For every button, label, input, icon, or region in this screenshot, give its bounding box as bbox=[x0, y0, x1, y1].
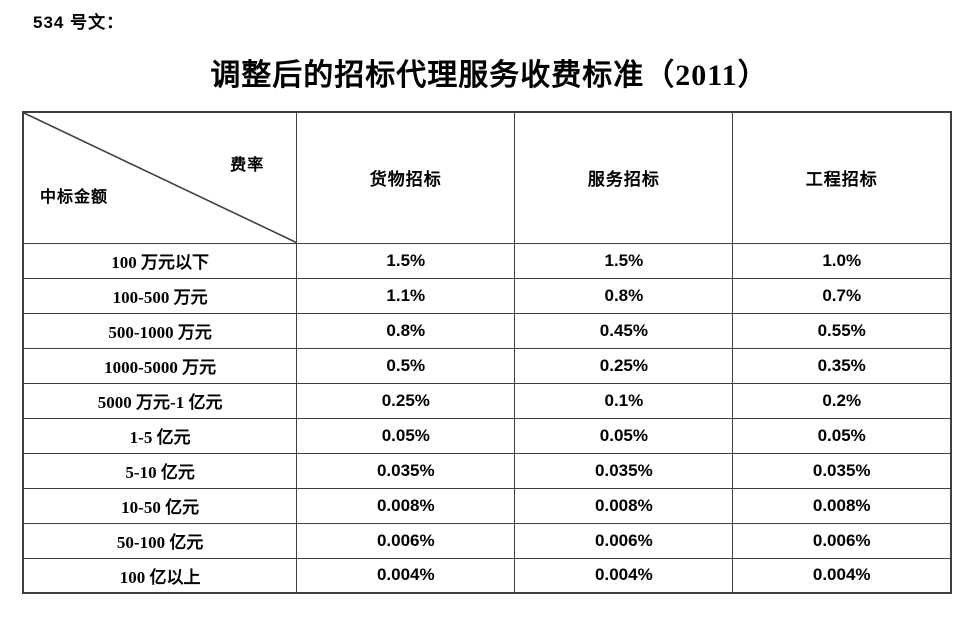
amount-cell: 500-1000 万元 bbox=[22, 312, 298, 349]
table-row: 100-500 万元 1.1% 0.8% 0.7% bbox=[22, 277, 952, 314]
rate-cell-engineering: 0.55% bbox=[732, 312, 952, 349]
rate-cell-engineering: 0.004% bbox=[732, 557, 952, 594]
rate-cell-engineering: 0.05% bbox=[732, 417, 952, 454]
column-header-service-bidding: 服务招标 bbox=[514, 111, 734, 244]
amount-cell: 5-10 亿元 bbox=[22, 452, 298, 489]
table-row: 5000 万元-1 亿元 0.25% 0.1% 0.2% bbox=[22, 382, 952, 419]
rate-cell-goods: 0.035% bbox=[296, 452, 516, 489]
rate-cell-service: 0.05% bbox=[514, 417, 734, 454]
rate-cell-engineering: 0.006% bbox=[732, 522, 952, 559]
amount-cell: 100-500 万元 bbox=[22, 277, 298, 314]
table-row: 500-1000 万元 0.8% 0.45% 0.55% bbox=[22, 312, 952, 349]
rate-cell-goods: 0.008% bbox=[296, 487, 516, 524]
rate-cell-engineering: 0.2% bbox=[732, 382, 952, 419]
amount-cell: 100 万元以下 bbox=[22, 242, 298, 279]
page-title: 调整后的招标代理服务收费标准（2011） bbox=[210, 59, 769, 92]
amount-cell: 10-50 亿元 bbox=[22, 487, 298, 524]
rate-cell-goods: 0.25% bbox=[296, 382, 516, 419]
doc-number: 534 号文： bbox=[33, 13, 125, 32]
rate-cell-goods: 0.006% bbox=[296, 522, 516, 559]
amount-cell: 1-5 亿元 bbox=[22, 417, 298, 454]
rate-cell-goods: 0.05% bbox=[296, 417, 516, 454]
rate-cell-service: 0.006% bbox=[514, 522, 734, 559]
rate-cell-goods: 1.5% bbox=[296, 242, 516, 279]
rate-cell-service: 0.008% bbox=[514, 487, 734, 524]
rate-cell-goods: 0.004% bbox=[296, 557, 516, 594]
corner-label-amount: 中标金额 bbox=[40, 189, 109, 206]
rate-cell-goods: 1.1% bbox=[296, 277, 516, 314]
column-header-engineering-bidding: 工程招标 bbox=[732, 111, 952, 244]
rate-cell-goods: 0.5% bbox=[296, 347, 516, 384]
amount-cell: 100 亿以上 bbox=[22, 557, 298, 594]
rate-cell-service: 0.8% bbox=[514, 277, 734, 314]
column-header-goods-bidding: 货物招标 bbox=[296, 111, 516, 244]
rate-cell-service: 0.25% bbox=[514, 347, 734, 384]
table-row: 1000-5000 万元 0.5% 0.25% 0.35% bbox=[22, 347, 952, 384]
amount-cell: 1000-5000 万元 bbox=[22, 347, 298, 384]
table-row: 5-10 亿元 0.035% 0.035% 0.035% bbox=[22, 452, 952, 489]
rate-cell-service: 0.45% bbox=[514, 312, 734, 349]
table-row: 50-100 亿元 0.006% 0.006% 0.006% bbox=[22, 522, 952, 559]
amount-cell: 50-100 亿元 bbox=[22, 522, 298, 559]
rate-cell-engineering: 1.0% bbox=[732, 242, 952, 279]
table-row: 10-50 亿元 0.008% 0.008% 0.008% bbox=[22, 487, 952, 524]
rate-cell-service: 0.035% bbox=[514, 452, 734, 489]
corner-cell: 费率 中标金额 bbox=[22, 111, 298, 244]
rate-cell-engineering: 0.035% bbox=[732, 452, 952, 489]
rate-cell-service: 1.5% bbox=[514, 242, 734, 279]
table-row: 100 亿以上 0.004% 0.004% 0.004% bbox=[22, 557, 952, 594]
rate-cell-engineering: 0.008% bbox=[732, 487, 952, 524]
table-row: 100 万元以下 1.5% 1.5% 1.0% bbox=[22, 242, 952, 279]
amount-cell: 5000 万元-1 亿元 bbox=[22, 382, 298, 419]
fee-rate-table: 费率 中标金额 货物招标 服务招标 工程招标 100 万元以下 1.5% 1.5… bbox=[22, 111, 952, 594]
rate-cell-goods: 0.8% bbox=[296, 312, 516, 349]
rate-cell-engineering: 0.35% bbox=[732, 347, 952, 384]
table-row: 1-5 亿元 0.05% 0.05% 0.05% bbox=[22, 417, 952, 454]
corner-label-rate: 费率 bbox=[230, 157, 265, 174]
diagonal-divider-line bbox=[24, 113, 296, 243]
table-header-row: 费率 中标金额 货物招标 服务招标 工程招标 bbox=[22, 111, 952, 244]
rate-cell-service: 0.004% bbox=[514, 557, 734, 594]
rate-cell-engineering: 0.7% bbox=[732, 277, 952, 314]
rate-cell-service: 0.1% bbox=[514, 382, 734, 419]
